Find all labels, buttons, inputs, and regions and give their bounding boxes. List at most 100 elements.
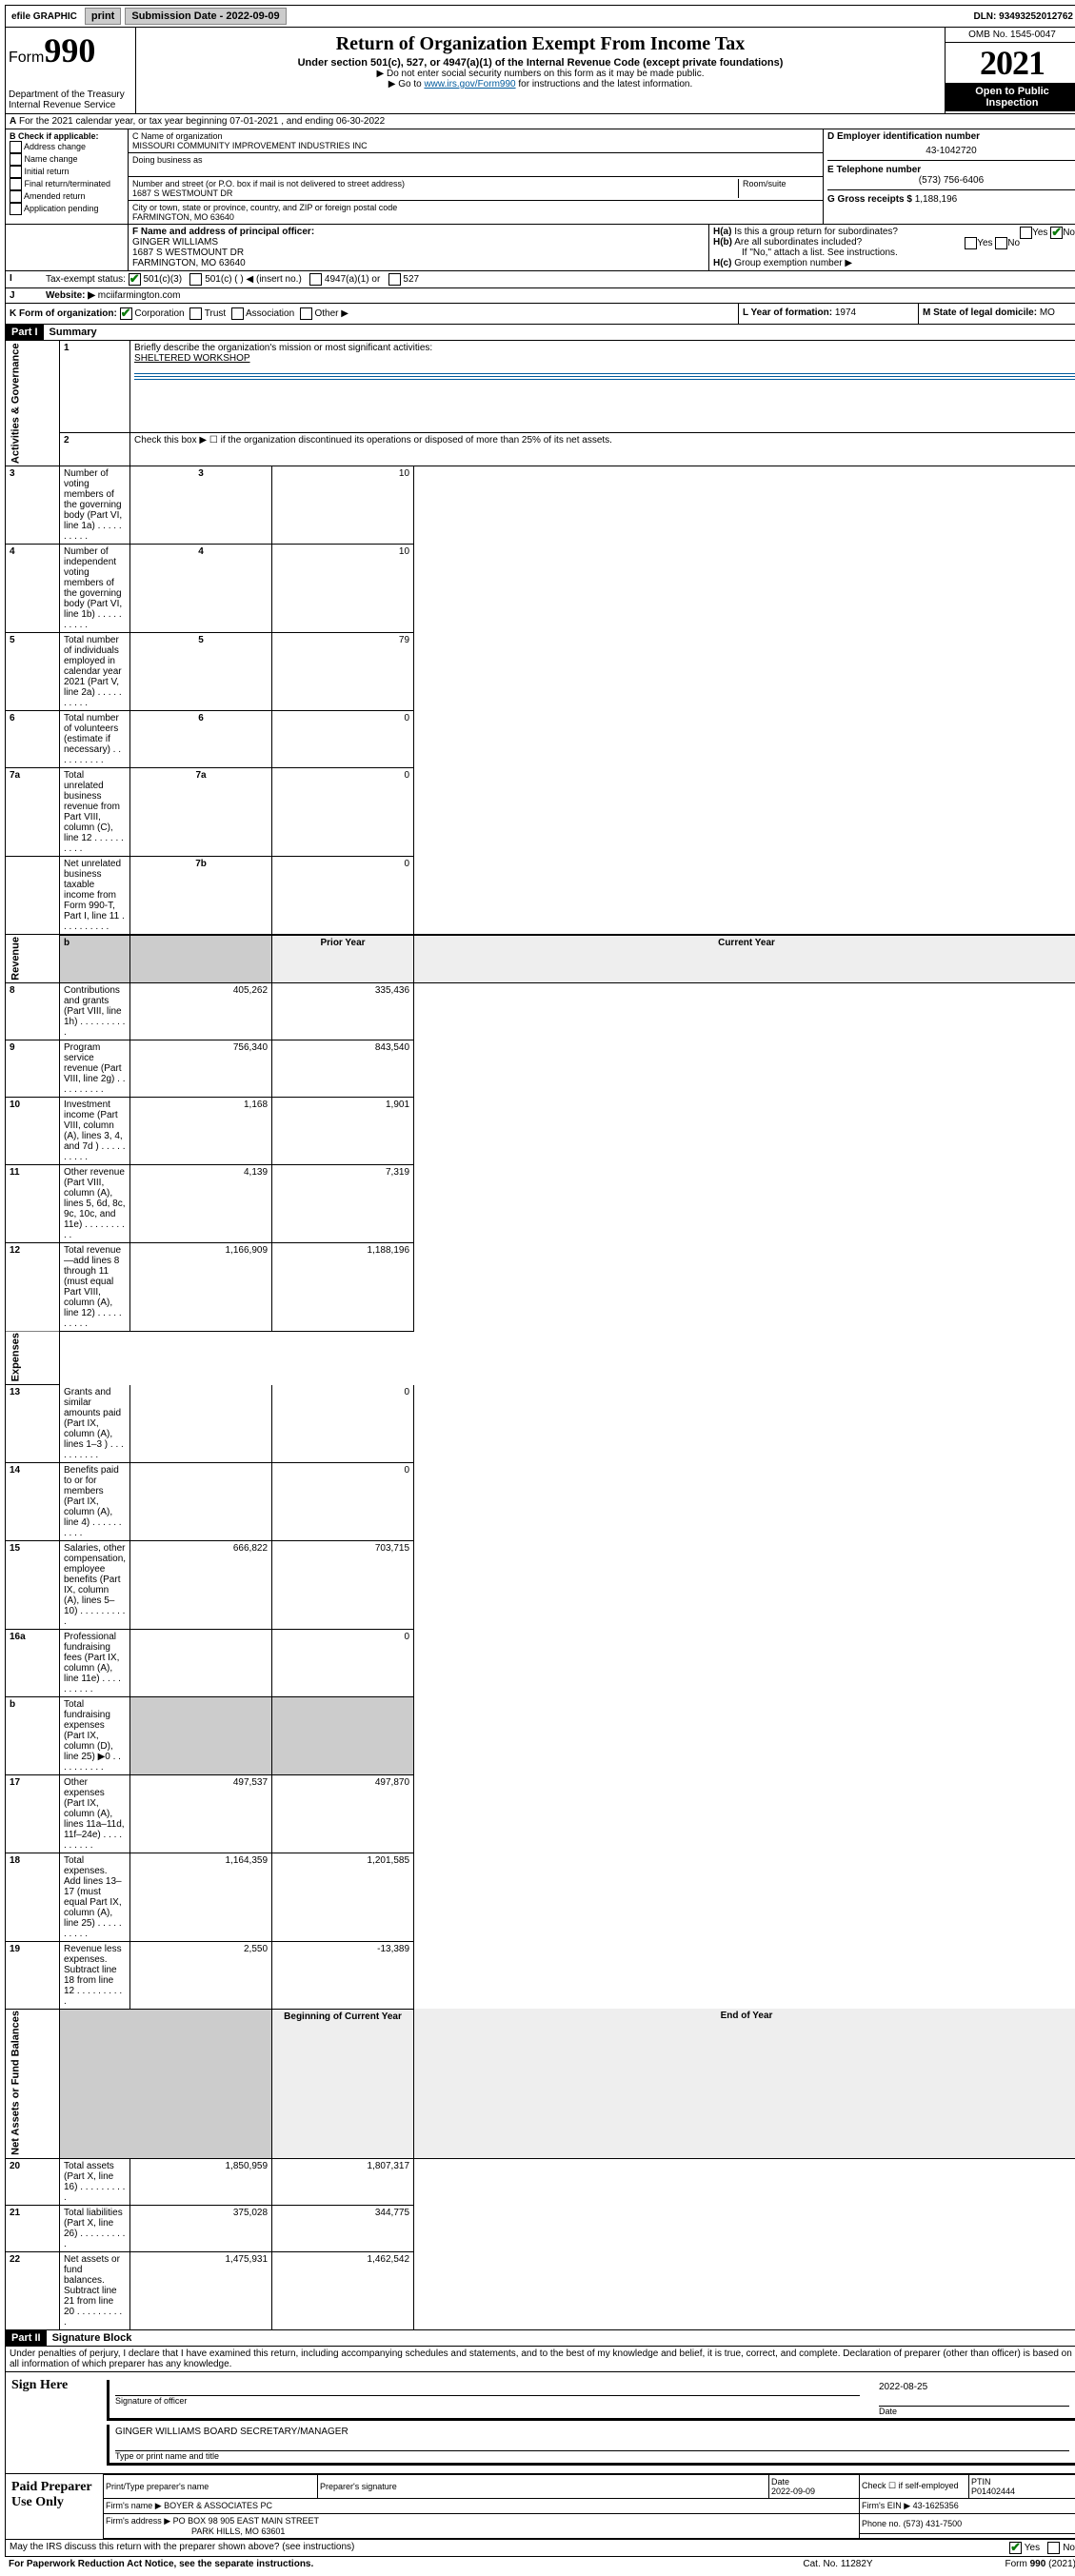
paid-preparer-block: Paid Preparer Use Only Print/Type prepar… — [5, 2474, 1075, 2540]
mission: SHELTERED WORKSHOP — [134, 353, 250, 364]
form-title: Return of Organization Exempt From Incom… — [140, 33, 941, 55]
sig-date: 2022-08-25 — [879, 2382, 927, 2392]
paid-label: Paid Preparer Use Only — [6, 2474, 103, 2539]
org-city: FARMINGTON, MO 63640 — [132, 212, 234, 222]
print-button[interactable]: print — [85, 8, 121, 25]
summary-table: Activities & Governance 1 Briefly descri… — [5, 341, 1075, 2330]
irs-yes-checkbox[interactable] — [1009, 2542, 1022, 2554]
end-year-hdr: End of Year — [414, 2009, 1075, 2158]
form-note1: ▶ Do not enter social security numbers o… — [140, 69, 941, 79]
topbar: efile GRAPHIC print Submission Date - 20… — [5, 5, 1075, 28]
footer: For Paperwork Reduction Act Notice, see … — [5, 2557, 1075, 2571]
b-checkbox[interactable] — [10, 203, 22, 215]
officer-block: F Name and address of principal officer:… — [5, 225, 1075, 271]
cat-no: Cat. No. 11282Y — [743, 2559, 933, 2569]
officer-name: GINGER WILLIAMS — [132, 237, 218, 248]
irs-label: Internal Revenue Service — [9, 100, 132, 110]
k-label: K Form of organization: — [10, 308, 117, 319]
phone: (573) 756-6406 — [827, 175, 1075, 186]
irs-link[interactable]: www.irs.gov/Form990 — [424, 79, 515, 89]
addr-label: Number and street (or P.O. box if mail i… — [132, 179, 405, 188]
officer-addr2: FARMINGTON, MO 63640 — [132, 258, 246, 268]
gross-receipts: 1,188,196 — [915, 194, 958, 205]
g-label: G Gross receipts $ — [827, 194, 912, 205]
corp-checkbox[interactable] — [120, 307, 132, 320]
b-checkbox[interactable] — [10, 190, 22, 203]
vlabel-expenses: Expenses — [6, 1331, 60, 1384]
hb-question: Are all subordinates included? — [734, 237, 862, 248]
b-checkbox[interactable] — [10, 166, 22, 178]
org-address: 1687 S WESTMOUNT DR — [132, 188, 232, 198]
sig-name: GINGER WILLIAMS BOARD SECRETARY/MANAGER — [115, 2427, 348, 2437]
form-footer: Form 990 (2021) — [933, 2559, 1075, 2569]
room-label: Room/suite — [743, 179, 786, 188]
line2: Check this box ▶ ☐ if the organization d… — [130, 433, 1075, 466]
vlabel-net: Net Assets or Fund Balances — [6, 2009, 60, 2158]
vlabel-activities: Activities & Governance — [6, 341, 60, 466]
sign-here-block: Sign Here Signature of officer 2022-08-2… — [5, 2372, 1075, 2474]
e-label: E Telephone number — [827, 165, 921, 175]
f-label: F Name and address of principal officer: — [132, 227, 314, 237]
b-checkbox[interactable] — [10, 141, 22, 153]
prep-sig-lbl: Preparer's signature — [318, 2474, 769, 2498]
j-label: Website: ▶ — [46, 290, 95, 301]
firm-addr1: PO BOX 98 905 EAST MAIN STREET — [173, 2516, 319, 2526]
beg-year-hdr: Beginning of Current Year — [272, 2009, 414, 2158]
part1-header: Part I Summary — [5, 325, 1075, 341]
501c3-checkbox[interactable] — [129, 273, 141, 286]
city-label: City or town, state or province, country… — [132, 203, 397, 212]
klm-row: K Form of organization: Corporation Trus… — [5, 304, 1075, 325]
current-year-hdr: Current Year — [414, 935, 1075, 983]
dln: DLN: 93493252012762 — [967, 9, 1075, 25]
pra-notice: For Paperwork Reduction Act Notice, see … — [9, 2559, 743, 2569]
entity-block: B Check if applicable: Address change Na… — [5, 129, 1075, 225]
b-label: B Check if applicable: — [10, 131, 124, 141]
form-note2: ▶ Go to www.irs.gov/Form990 for instruct… — [140, 79, 941, 89]
form-subtitle: Under section 501(c), 527, or 4947(a)(1)… — [140, 57, 941, 69]
omb-number: OMB No. 1545-0047 — [946, 28, 1075, 43]
hb-note: If "No," attach a list. See instructions… — [713, 248, 1075, 258]
firm-addr2: PARK HILLS, MO 63601 — [106, 2526, 285, 2536]
irs-no-checkbox[interactable] — [1047, 2542, 1060, 2554]
d-label: D Employer identification number — [827, 131, 1075, 142]
firm-ein: 43-1625356 — [913, 2501, 959, 2510]
irs-discuss-row: May the IRS discuss this return with the… — [5, 2540, 1075, 2557]
l-label: L Year of formation: — [743, 307, 832, 318]
firm-name: BOYER & ASSOCIATES PC — [164, 2501, 272, 2510]
sign-here-label: Sign Here — [6, 2372, 103, 2473]
website-row: J Website: ▶ mciifarmington.com — [5, 288, 1075, 304]
tax-year: 2021 — [946, 43, 1075, 83]
ptin: P01402444 — [971, 2487, 1015, 2496]
perjury: Under penalties of perjury, I declare th… — [5, 2347, 1075, 2372]
year-formation: 1974 — [835, 307, 856, 318]
self-emp: Check ☐ if self-employed — [860, 2474, 969, 2498]
dba-label: Doing business as — [132, 155, 203, 165]
prior-year-hdr: Prior Year — [272, 935, 414, 983]
ha-question: Is this a group return for subordinates? — [734, 227, 898, 237]
form-label: Form — [9, 50, 44, 66]
domicile: MO — [1040, 307, 1055, 318]
b-checkbox[interactable] — [10, 153, 22, 166]
open-public: Open to Public Inspection — [946, 83, 1075, 111]
efile-label: efile GRAPHIC — [6, 9, 83, 25]
tax-year-line: A For the 2021 calendar year, or tax yea… — [5, 114, 1075, 129]
hc-question: Group exemption number ▶ — [734, 258, 852, 268]
officer-addr1: 1687 S WESTMOUNT DR — [132, 248, 244, 258]
firm-phone: (573) 431-7500 — [904, 2519, 963, 2528]
i-label: Tax-exempt status: — [46, 274, 126, 285]
c-label: C Name of organization — [132, 131, 223, 141]
part2-header: Part II Signature Block — [5, 2330, 1075, 2347]
prep-date: 2022-09-09 — [771, 2487, 815, 2496]
tax-exempt-row: I Tax-exempt status: 501(c)(3) 501(c) ( … — [5, 271, 1075, 288]
website: mciifarmington.com — [98, 290, 181, 301]
vlabel-revenue: Revenue — [6, 935, 60, 983]
ein: 43-1042720 — [827, 142, 1075, 160]
sig-officer-line: Signature of officer — [115, 2395, 860, 2406]
dept-treasury: Department of the Treasury — [9, 89, 132, 100]
m-label: M State of legal domicile: — [923, 307, 1037, 318]
q1-label: Briefly describe the organization's miss… — [134, 343, 432, 353]
org-name: MISSOURI COMMUNITY IMPROVEMENT INDUSTRIE… — [132, 141, 368, 150]
submission-date: Submission Date - 2022-09-09 — [125, 8, 286, 25]
b-checkbox[interactable] — [10, 178, 22, 190]
form-header: Form990 Department of the Treasury Inter… — [5, 28, 1075, 114]
